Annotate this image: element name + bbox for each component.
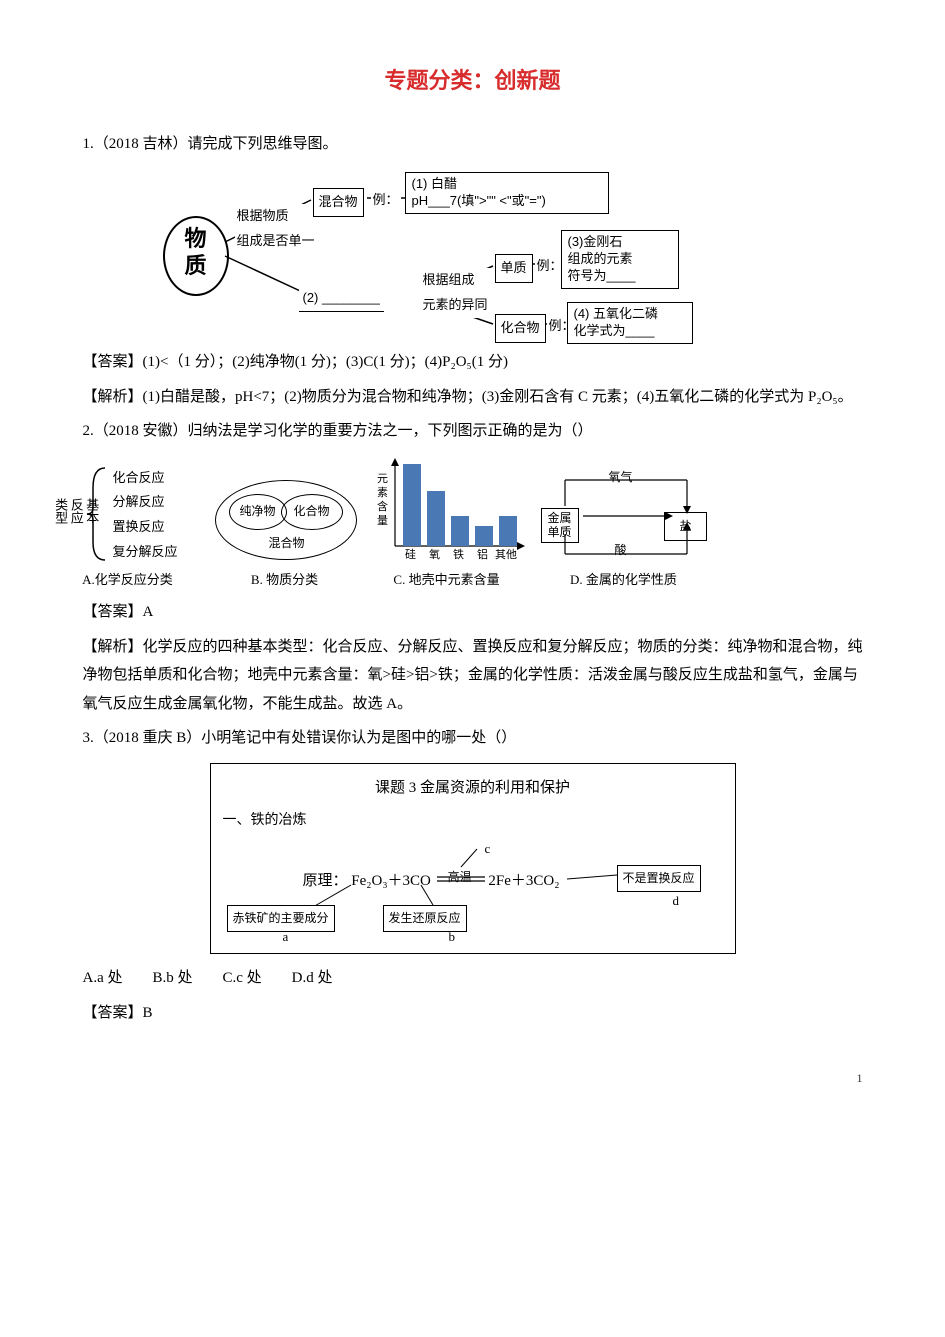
blank2: (2) ________ [299,286,384,312]
mix-label: 混合物 [313,188,364,217]
q2B-caption: B. 物质分类 [251,568,318,593]
q2A-caption: A.化学反应分类 [82,568,173,593]
page-title: 专题分类：创新题 [83,60,863,102]
callout-a: 赤铁矿的主要成分 [227,905,335,932]
q3-diagram: 课题 3 金属资源的利用和保护 一、铁的冶炼 原理： Fe₂O₃＋3CO 高温 … [210,763,736,954]
q2-answer: 【答案】A [83,598,863,627]
svg-text:铝: 铝 [477,547,488,561]
box3: (3)金刚石组成的元素符号为____ [561,230,679,289]
q1-answer: 【答案】(1)<（1 分）；(2)纯净物(1 分)；(3)C(1 分)；(4)P… [83,348,863,377]
box1: (1) 白醋pH___7(填">"" <"或"=") [405,172,609,214]
q2-explain: 【解析】化学反应的四种基本类型：化合反应、分解反应、置换反应和复分解反应；物质的… [83,633,863,719]
huahewu: 化合物 [495,314,546,343]
venn-inner1: 纯净物 [229,494,287,530]
q2-figB: 纯净物 化合物 混合物 B. 物质分类 [215,474,355,593]
svg-text:铁: 铁 [453,548,464,561]
boxD-right: 盐 [664,512,706,541]
q2D-caption: D. 金属的化学性质 [570,568,677,593]
q3-eq-left: Fe₂O₃＋3CO [351,873,431,889]
root-node: 物质 [163,216,229,296]
danzhi: 单质 [495,254,533,283]
q2A-item: 置换反应 [113,515,178,540]
q3-eq-right: 2Fe＋3CO₂ [488,873,559,889]
page-number: 1 [83,1067,863,1090]
q3-options: A.a 处 B.b 处 C.c 处 D.d 处 [83,964,863,993]
svg-text:含: 含 [377,499,388,513]
letter-c: c [485,837,491,862]
q2-figC: 元 素 含 量 硅 氧 铁 铝 其他 C. 地壳中元素含量 [367,454,527,593]
q2-stem: 2.（2018 安徽）归纳法是学习化学的重要方法之一，下列图示正确的是为（） [83,417,863,446]
svg-text:素: 素 [377,486,388,499]
boxD-left: 金属单质 [541,508,579,543]
letter-d: d [673,889,680,914]
q3-answer: 【答案】B [83,999,863,1028]
letter-a: a [283,925,289,950]
boxD-bottom: 酸 [615,539,627,562]
q3-title: 课题 3 金属资源的利用和保护 [223,774,723,803]
q3-stem: 3.（2018 重庆 B）小明笔记中有处错误你认为是图中的哪一处（） [83,724,863,753]
svg-text:量: 量 [377,514,388,527]
venn-outer-label: 混合物 [269,532,305,555]
venn-inner2: 化合物 [281,494,343,530]
svg-text:元: 元 [377,473,388,485]
q2-figD: 金属单质 盐 氧气 酸 D. 金属的化学性质 [539,464,709,593]
q2-figures: 基本反应类型 化合反应 分解反应 置换反应 复分解反应 A.化学反应分类 纯净物… [53,454,863,593]
q2A-item: 分解反应 [113,490,178,515]
svg-text:硅: 硅 [405,548,416,561]
q3-eq-cond: 高温 [435,866,485,889]
q2-figA: 基本反应类型 化合反应 分解反应 置换反应 复分解反应 A.化学反应分类 [53,464,203,593]
q3-sub: 一、铁的冶炼 [223,808,723,835]
box4: (4) 五氧化二磷化学式为____ [567,302,693,344]
q3-equation: 原理： Fe₂O₃＋3CO 高温 2Fe＋3CO₂ [303,867,560,896]
q1-explain: 【解析】(1)白醋是酸，pH<7；(2)物质分为混合物和纯净物；(3)金刚石含有… [83,383,863,412]
q3-prefix: 原理： [303,873,348,889]
svg-text:氧: 氧 [429,547,440,561]
q2A-item: 复分解反应 [113,540,178,565]
boxD-top: 氧气 [609,466,633,489]
q1-diagram: 物质 根据物质组成是否单一 混合物 例： (1) 白醋pH___7(填">"" … [163,168,683,338]
callout-d: 不是置换反应 [617,865,701,892]
q2A-item: 化合反应 [113,466,178,491]
q1-stem: 1.（2018 吉林）请完成下列思维导图。 [83,130,863,159]
letter-b: b [449,925,456,950]
svg-text:其他: 其他 [495,548,517,561]
q2C-caption: C. 地壳中元素含量 [393,568,499,593]
